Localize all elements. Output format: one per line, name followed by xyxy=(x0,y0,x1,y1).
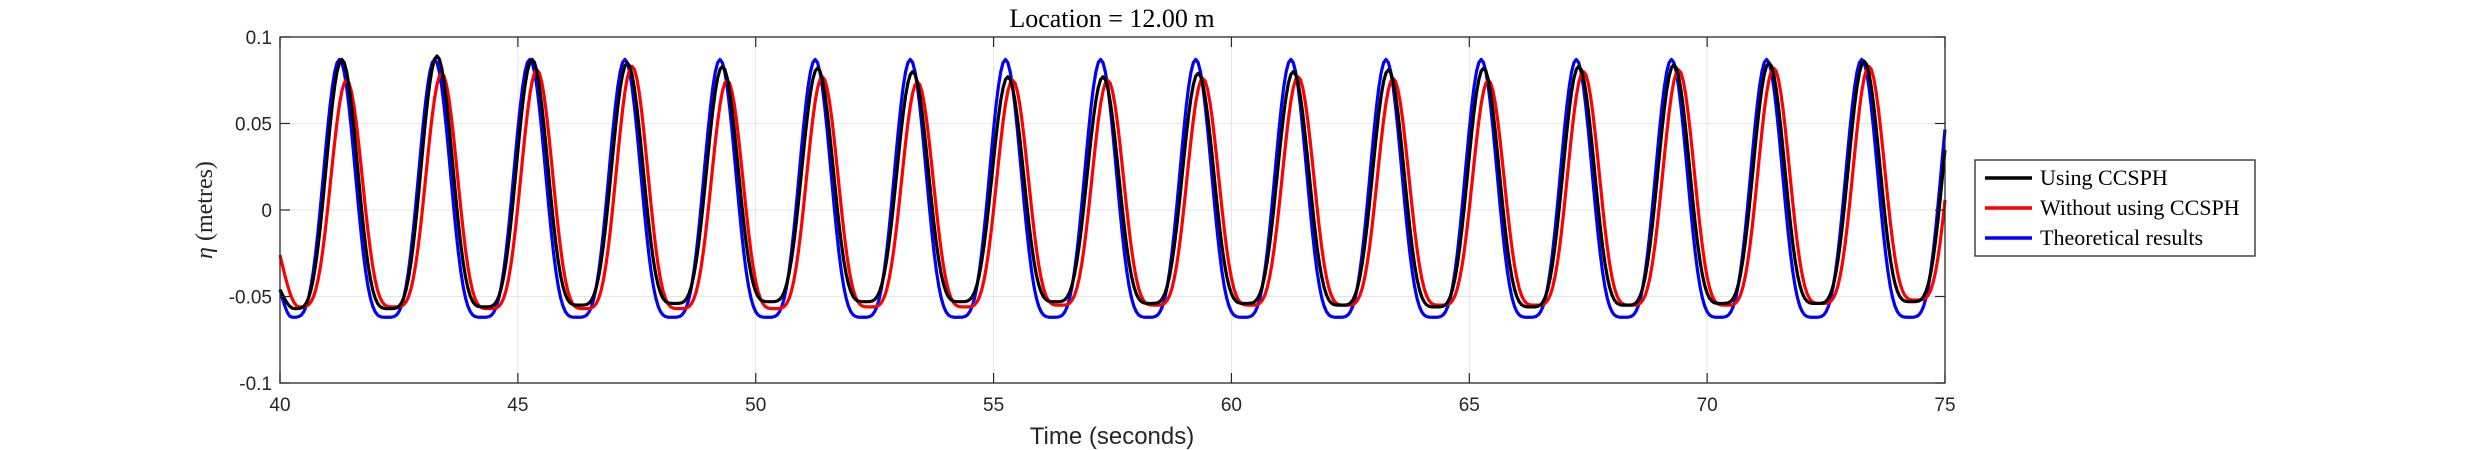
y-axis-unit: (metres) xyxy=(192,161,218,247)
y-tick-label: 0.05 xyxy=(235,115,272,136)
legend-label-0: Using CCSPH xyxy=(2040,165,2168,190)
x-axis-label: Time (seconds) xyxy=(1030,423,1194,450)
x-tick-label: 55 xyxy=(983,395,1004,416)
legend-label-2: Theoretical results xyxy=(2040,225,2203,250)
chart-title: Location = 12.00 m xyxy=(1009,4,1214,33)
series-line-1 xyxy=(278,64,1947,311)
x-tick-label: 50 xyxy=(745,395,766,416)
y-tick-label: -0.1 xyxy=(239,374,272,395)
series-line-0 xyxy=(278,54,1947,311)
x-tick-label: 70 xyxy=(1697,395,1718,416)
y-axis-label: η (metres) xyxy=(192,161,218,259)
x-tick-label: 65 xyxy=(1459,395,1480,416)
y-tick-label: 0.1 xyxy=(246,28,272,49)
legend-label-1: Without using CCSPH xyxy=(2040,195,2240,220)
x-tick-label: 45 xyxy=(507,395,528,416)
x-tick-label: 40 xyxy=(269,395,290,416)
y-tick-label: -0.05 xyxy=(229,288,272,309)
x-tick-label: 75 xyxy=(1934,395,1955,416)
y-axis-symbol: η xyxy=(192,247,218,259)
y-tick-label: 0 xyxy=(261,201,272,222)
axis-ticks: 40 45 50 55 60 65 70 75 -0.1 -0.05 0 0.05 0.1 xyxy=(229,28,1956,416)
legend: Using CCSPH Without using CCSPH Theoretica… xyxy=(1974,159,2256,257)
x-tick-label: 60 xyxy=(1221,395,1242,416)
series-lines xyxy=(278,54,1947,319)
